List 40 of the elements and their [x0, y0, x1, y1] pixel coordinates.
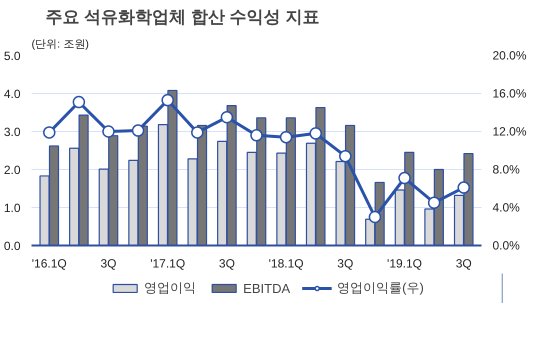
point: [191, 126, 204, 139]
x-tick-label: '16.1Q: [32, 256, 67, 270]
x-tick-label: '18.1Q: [268, 256, 304, 270]
point: [428, 196, 440, 209]
point: [368, 210, 382, 224]
y-tick-label: 4.0: [4, 87, 21, 101]
y2-tick-label: 8.0%: [492, 162, 520, 176]
x-tick-label: 3Q: [218, 256, 235, 270]
y-tick-label: 0.0: [4, 239, 21, 253]
x-tick-label: 3Q: [456, 256, 472, 270]
point: [220, 111, 234, 124]
x-tick-label: '19.1Q: [387, 256, 422, 270]
point: [43, 126, 56, 139]
y-tick-label: 2.0: [4, 163, 21, 177]
legend-label: 영업이익률(우): [337, 279, 424, 297]
y2-tick-label: 0.0%: [492, 238, 520, 252]
point: [309, 127, 322, 140]
y-axis-title: (단위: 조원): [32, 38, 89, 50]
y-tick-label: 3.0: [4, 125, 21, 139]
chart-title: 주요 석유화학업체 합산 수익성 지표: [46, 8, 320, 26]
point: [250, 129, 263, 142]
point: [161, 94, 174, 106]
y-tick-label: 1.0: [4, 201, 21, 215]
y2-tick-label: 12.0%: [492, 124, 527, 138]
x-tick-label: '17.1Q: [150, 256, 186, 270]
point: [457, 181, 470, 194]
y2-tick-label: 20.0%: [492, 48, 527, 62]
x-tick-label: 3Q: [100, 256, 116, 270]
legend-label: EBITDA: [243, 280, 290, 296]
point: [72, 96, 86, 108]
point: [398, 172, 411, 184]
x-tick-label: 3Q: [337, 256, 354, 270]
y2-tick-label: 4.0%: [492, 200, 520, 214]
point: [132, 124, 144, 137]
point: [339, 150, 352, 162]
point: [280, 130, 292, 144]
y-tick-label: 5.0: [4, 49, 21, 63]
legend-label: 영업이익: [144, 279, 196, 297]
point: [102, 125, 115, 138]
y2-tick-label: 16.0%: [492, 86, 527, 100]
